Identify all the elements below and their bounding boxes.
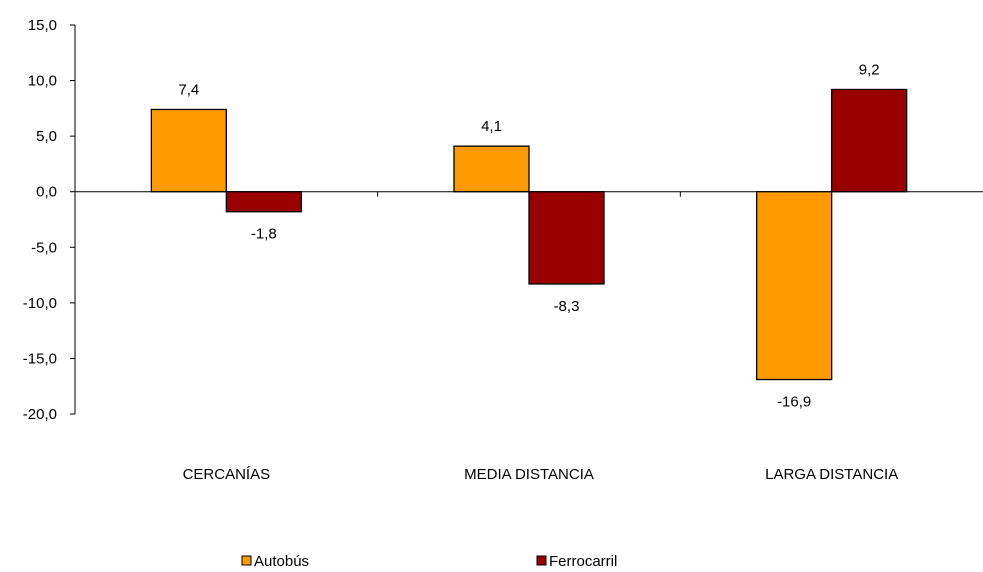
- bar-ferrocarril-1: [528, 191, 605, 285]
- bars: [150, 88, 908, 381]
- category-label: MEDIA DISTANCIA: [464, 466, 594, 483]
- y-tick-label: 0,0: [36, 184, 57, 201]
- data-label: -1,8: [251, 226, 277, 243]
- category-label: CERCANÍAS: [183, 466, 271, 483]
- y-tick-label: -15,0: [23, 350, 57, 367]
- data-label: 4,1: [481, 118, 502, 135]
- y-tick-label: -5,0: [31, 239, 57, 256]
- bar-ferrocarril-0: [225, 191, 302, 213]
- data-label: 9,2: [859, 61, 880, 78]
- legend: Autobús Ferrocarril: [241, 553, 617, 570]
- bar-autobs-1: [453, 145, 530, 193]
- bar-ferrocarril-2: [831, 88, 908, 193]
- y-tick-label: 5,0: [36, 128, 57, 145]
- data-label: 7,4: [178, 81, 199, 98]
- legend-label: Autobús: [254, 553, 309, 570]
- legend-swatch-autobs: [241, 555, 252, 566]
- category-label: LARGA DISTANCIA: [765, 466, 898, 483]
- data-labels: 7,4 -1,8 4,1 -8,3 -16,9 9,2: [178, 61, 879, 410]
- legend-label: Ferrocarril: [549, 553, 617, 570]
- bar-autobs-2: [756, 191, 833, 381]
- legend-swatch-ferrocarril: [536, 555, 547, 566]
- data-label: -16,9: [777, 394, 811, 411]
- data-label: -8,3: [554, 298, 580, 315]
- bar-autobs-0: [150, 108, 227, 193]
- y-tick-label: -20,0: [23, 406, 57, 423]
- y-tick-label: 15,0: [28, 17, 57, 34]
- y-tick-label: -10,0: [23, 295, 57, 312]
- y-tick-label: 10,0: [28, 73, 57, 90]
- axes: 15,0 10,0 5,0 0,0 -5,0 -10,0 -15,0 -20,0 CERCANÍ…: [23, 17, 983, 483]
